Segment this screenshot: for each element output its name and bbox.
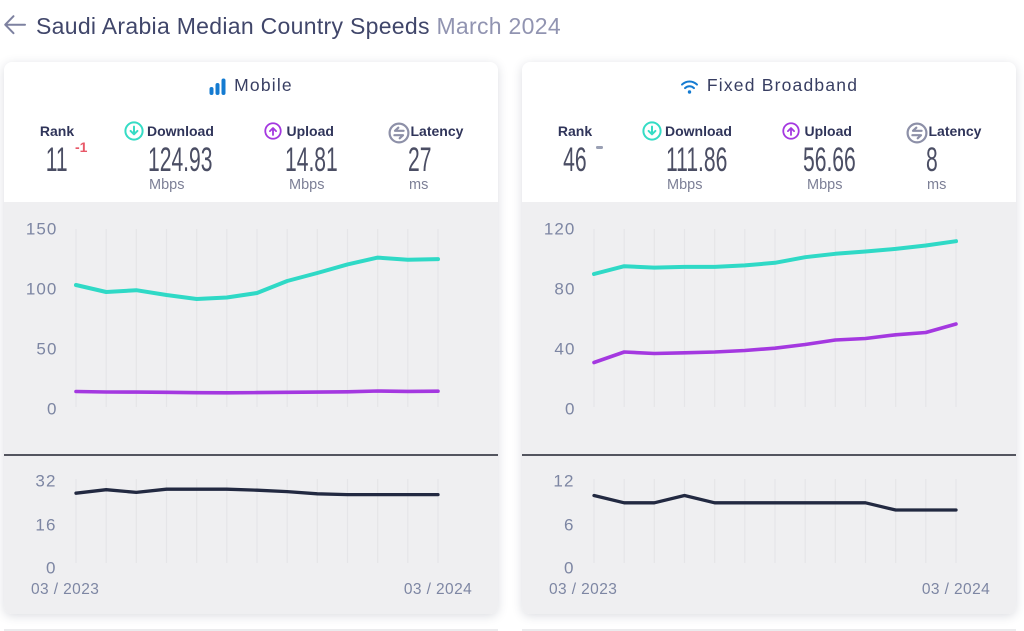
svg-text:6: 6 <box>564 516 575 535</box>
svg-text:150: 150 <box>26 220 58 239</box>
svg-text:16: 16 <box>35 516 56 535</box>
svg-text:32: 32 <box>35 472 56 491</box>
svg-text:50: 50 <box>36 340 57 359</box>
svg-text:40: 40 <box>554 340 575 359</box>
svg-text:03 / 2023: 03 / 2023 <box>549 581 617 598</box>
svg-text:0: 0 <box>565 400 576 419</box>
svg-text:80: 80 <box>554 280 575 299</box>
svg-text:03 / 2023: 03 / 2023 <box>31 581 99 598</box>
svg-text:03 / 2024: 03 / 2024 <box>404 581 472 598</box>
svg-text:120: 120 <box>544 220 576 239</box>
svg-text:0: 0 <box>46 559 57 578</box>
svg-text:0: 0 <box>47 400 58 419</box>
svg-text:0: 0 <box>564 559 575 578</box>
svg-text:12: 12 <box>553 472 574 491</box>
svg-text:03 / 2024: 03 / 2024 <box>922 581 990 598</box>
svg-text:100: 100 <box>26 280 58 299</box>
